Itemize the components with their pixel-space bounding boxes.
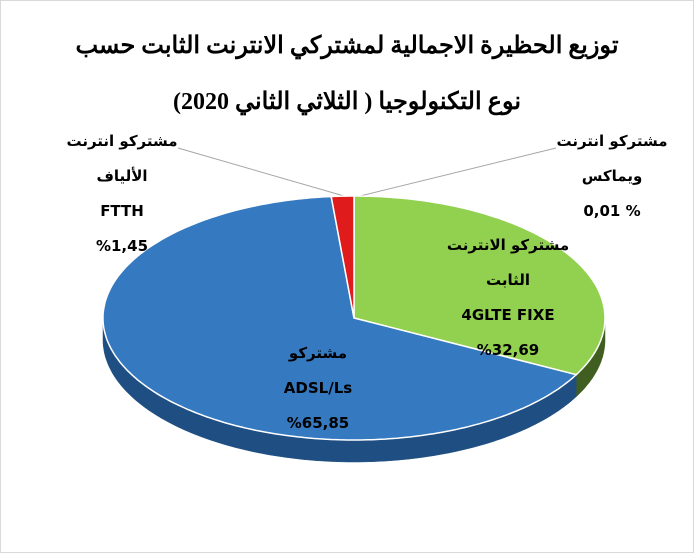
value-label: %32,69 bbox=[476, 341, 540, 359]
value-label: %65,85 bbox=[286, 414, 350, 432]
category-label: مشتركو الانترنت الثابت 4GLTE FIXE bbox=[446, 236, 570, 324]
leader-line bbox=[359, 147, 557, 197]
slice bbox=[102, 195, 578, 441]
data-label: مشتركو انترنت ويماكس % 0,01 bbox=[547, 124, 677, 229]
data-label: مشتركو الانترنت الثابت 4GLTE FIXE %32,69 bbox=[433, 228, 583, 368]
data-label: مشتركو ADSL/Ls %65,85 bbox=[253, 336, 383, 441]
category-label: مشتركو انترنت ويماكس bbox=[556, 132, 668, 185]
slice bbox=[353, 195, 606, 376]
leader-line bbox=[177, 147, 345, 197]
value-label: % 0,01 bbox=[583, 202, 641, 220]
category-label: مشتركو ADSL/Ls bbox=[283, 344, 353, 397]
category-label: مشتركو انترنت الألياف FTTH bbox=[66, 132, 178, 220]
slice bbox=[330, 195, 355, 319]
value-label: %1,45 bbox=[95, 237, 149, 255]
data-label: مشتركو انترنت الألياف FTTH %1,45 bbox=[57, 124, 187, 264]
chart-title: توزيع الحظيرة الاجمالية لمشتركي الانترنت… bbox=[75, 33, 619, 115]
